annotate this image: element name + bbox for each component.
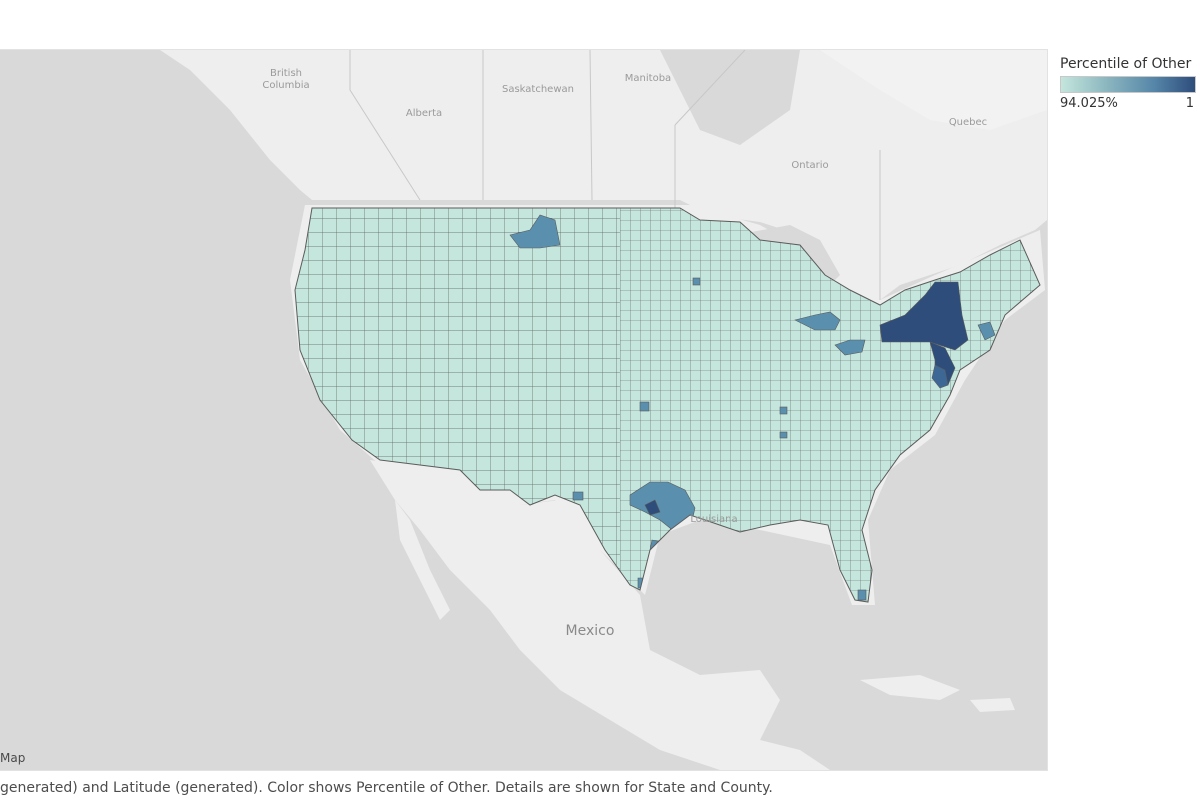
label-mexico: Mexico (566, 623, 615, 639)
county-cluster-nj[interactable] (931, 364, 949, 389)
label-british-columbia-2: Columbia (262, 80, 309, 91)
county-cluster-ma[interactable] (977, 321, 996, 341)
county-ky[interactable] (779, 406, 788, 415)
legend-min-label: 94.025% (1060, 96, 1118, 111)
legend-ticks: 94.025% 1 (1060, 96, 1194, 111)
label-quebec: Quebec (949, 117, 987, 128)
legend-title: Percentile of Other (1060, 56, 1192, 72)
label-ontario: Ontario (791, 160, 828, 171)
county-cluster-mi[interactable] (794, 311, 841, 331)
map-canvas[interactable]: British Columbia Alberta Saskatchewan Ma… (0, 50, 1047, 770)
label-manitoba: Manitoba (625, 73, 671, 84)
legend-max-label: 1 (1185, 96, 1194, 111)
county-ok[interactable] (639, 401, 650, 412)
county-tn[interactable] (779, 431, 788, 439)
label-alberta: Alberta (406, 108, 442, 119)
label-louisiana: Louisiana (690, 514, 737, 525)
label-british-columbia-1: British (270, 68, 302, 79)
county-fl[interactable] (857, 589, 867, 601)
county-tx-dark[interactable] (644, 499, 661, 516)
county-cluster-nd[interactable] (509, 214, 561, 249)
map-view[interactable]: British Columbia Alberta Saskatchewan Ma… (0, 50, 1048, 771)
caption: generated) and Latitude (generated). Col… (0, 780, 773, 796)
map-credit[interactable]: Map (0, 751, 26, 765)
color-legend[interactable]: Percentile of Other 94.025% 1 (1060, 56, 1198, 111)
toolbar-divider (0, 49, 1048, 50)
county-cluster-ny[interactable] (879, 281, 969, 351)
us-outline (294, 207, 1041, 603)
legend-color-ramp (1060, 76, 1196, 93)
province-borders (349, 50, 881, 300)
place-labels: British Columbia Alberta Saskatchewan Ma… (262, 68, 987, 639)
county-tx-west[interactable] (572, 491, 584, 501)
label-saskatchewan: Saskatchewan (502, 84, 574, 95)
county-cluster-oh[interactable] (834, 339, 866, 356)
county-mn[interactable] (692, 277, 701, 286)
